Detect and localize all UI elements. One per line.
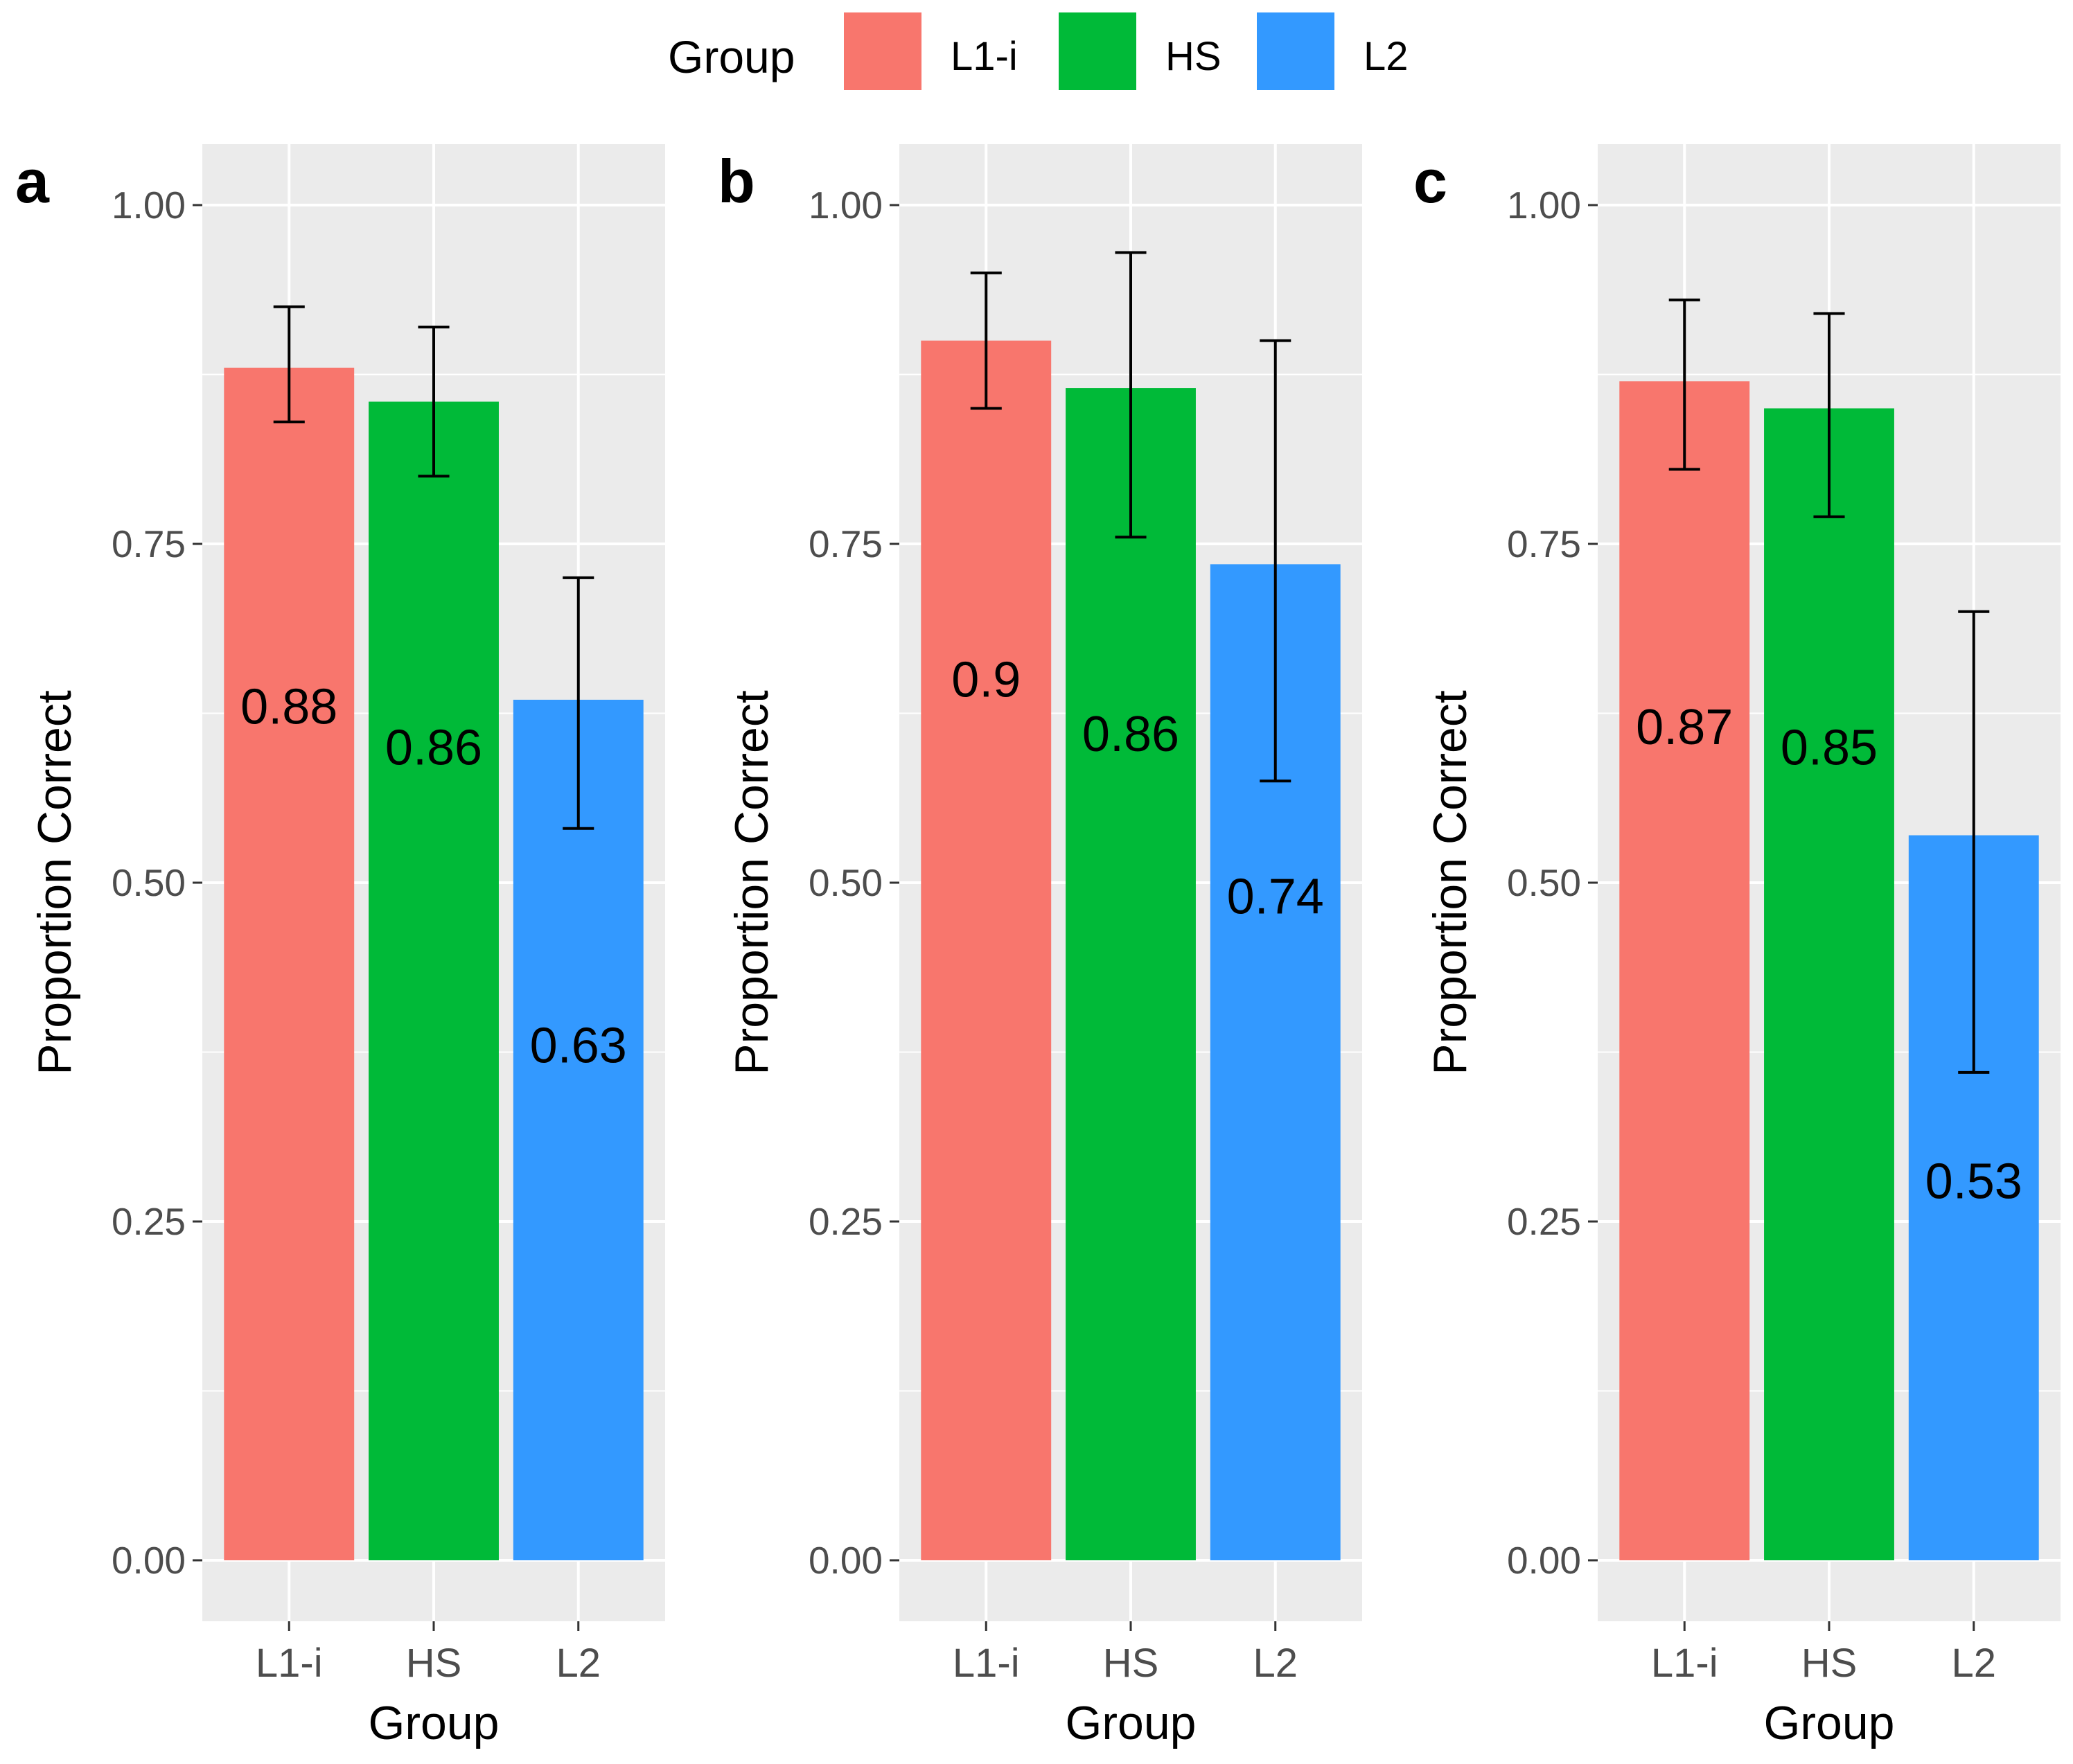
y-tick-label: 0.75 [1507,522,1581,565]
bar-value-label: 0.85 [1781,720,1878,775]
x-axis-title: Group [1066,1697,1197,1749]
y-tick-label: 0.50 [112,861,186,904]
bar-l2 [513,699,644,1560]
x-tick-label: HS [1801,1641,1858,1686]
x-tick-label: L1-i [1651,1641,1718,1686]
y-axis-title: Proportion Correct [1424,690,1476,1075]
y-tick-label: 0.50 [1507,861,1581,904]
panel-tag: b [718,147,755,215]
bar-value-label: 0.9 [951,653,1021,708]
bar-l1-i [1619,381,1750,1560]
legend-title: Group [668,31,795,82]
x-tick-label: HS [1103,1641,1159,1686]
legend-key-l2 [1257,12,1334,90]
bar-hs [1066,388,1196,1560]
panels: 0.00 0.25 0.50 0.75 1.00 0.88 0.86 0.63 L1-i HS L2… [15,144,2061,1749]
bar-hs [1764,408,1894,1560]
x-tick-label: L2 [1253,1641,1298,1686]
y-axis-title: Proportion Correct [725,690,778,1075]
legend-key-l1-i [844,12,921,90]
x-axis-title: Group [369,1697,500,1749]
legend-label-l2: L2 [1364,34,1409,79]
x-tick-label: L1-i [953,1641,1020,1686]
bar-l1-i [921,340,1052,1560]
y-tick-label: 0.75 [809,522,883,565]
y-tick-label: 1.00 [112,184,186,227]
x-tick-label: HS [406,1641,462,1686]
y-tick-label: 0.25 [112,1200,186,1243]
bar-value-label: 0.86 [385,720,482,775]
bar-value-label: 0.74 [1227,870,1324,925]
panel-a: 0.00 0.25 0.50 0.75 1.00 0.88 0.86 0.63 L1-i HS L2… [15,144,665,1749]
legend: Group L1-i HS L2 [668,12,1409,90]
legend-key-hs [1059,12,1136,90]
bar-l1-i [224,367,355,1560]
bar-value-label: 0.88 [240,680,337,735]
bar-value-label: 0.53 [1925,1154,2022,1209]
panel-tag: c [1413,147,1447,215]
legend-label-l1-i: L1-i [951,34,1018,79]
y-tick-label: 0.25 [1507,1200,1581,1243]
y-axis-title: Proportion Correct [28,690,81,1075]
panel-b: 0.00 0.25 0.50 0.75 1.00 0.9 0.86 0.74 L1-i HS L2 G… [718,144,1362,1749]
bar-value-label: 0.63 [530,1018,627,1074]
y-tick-label: 0.25 [809,1200,883,1243]
y-tick-label: 0.00 [1507,1539,1581,1582]
y-tick-label: 0.50 [809,861,883,904]
bar-value-label: 0.86 [1082,707,1179,762]
bar-hs [369,401,499,1560]
y-tick-label: 0.00 [112,1539,186,1582]
legend-label-hs: HS [1165,34,1221,79]
y-tick-label: 0.75 [112,522,186,565]
y-tick-label: 1.00 [1507,184,1581,227]
x-tick-label: L1-i [256,1641,323,1686]
panel-c: 0.00 0.25 0.50 0.75 1.00 0.87 0.85 0.53 L1-i HS L2… [1413,144,2061,1749]
y-tick-label: 1.00 [809,184,883,227]
x-axis-title: Group [1764,1697,1895,1749]
x-tick-label: L2 [1951,1641,1996,1686]
y-tick-label: 0.00 [809,1539,883,1582]
x-tick-label: L2 [556,1641,601,1686]
bar-value-label: 0.87 [1636,700,1733,755]
panel-tag: a [15,147,50,215]
